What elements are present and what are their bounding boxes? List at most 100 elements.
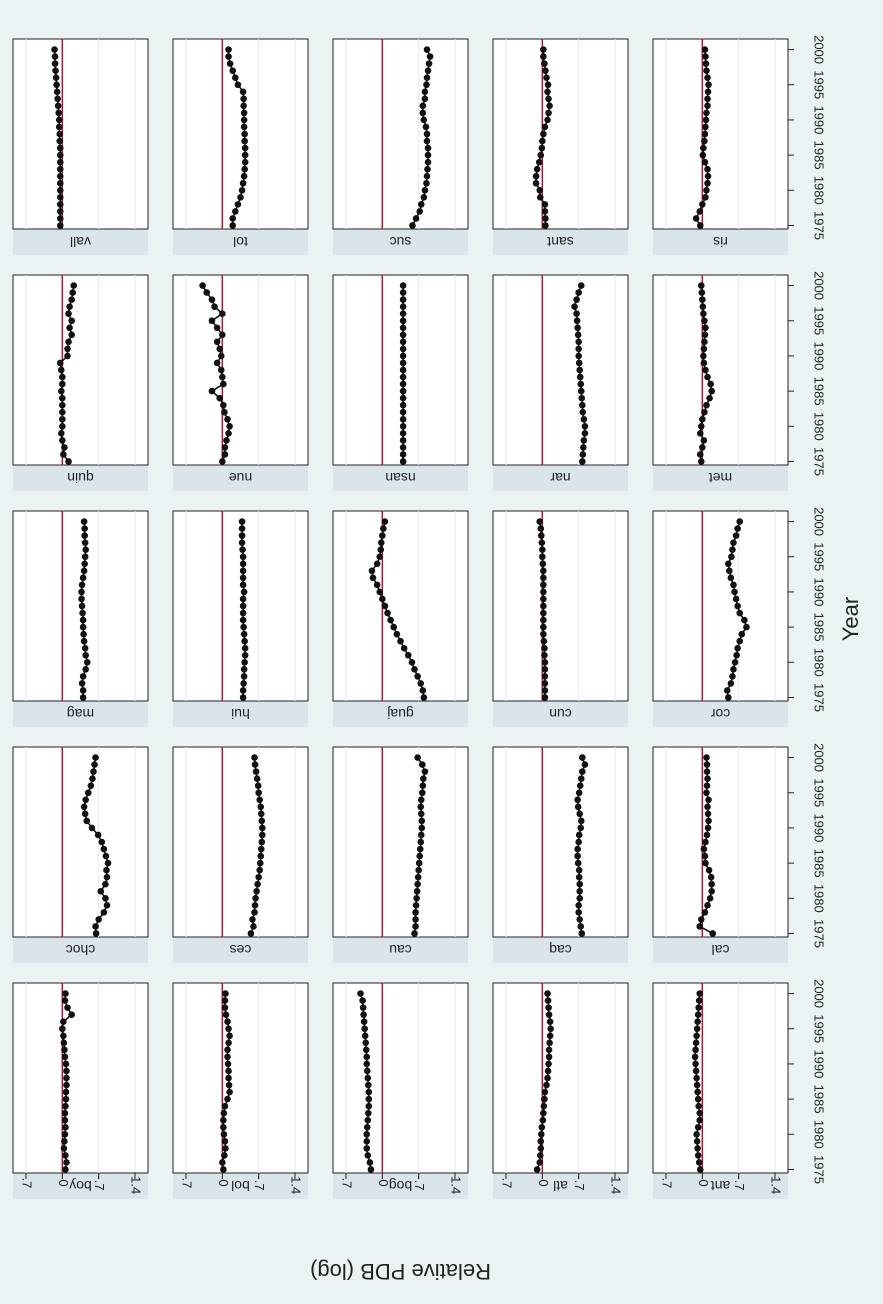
data-point [241, 637, 248, 645]
data-point [575, 289, 582, 296]
data-point [707, 380, 714, 388]
panel-met: met 1975 1980 1985 1990 1995 2000 [652, 271, 827, 491]
data-point [68, 1011, 75, 1018]
data-point [81, 525, 88, 532]
panel-title: sant [547, 234, 574, 250]
data-point [360, 1018, 368, 1026]
data-point [423, 179, 430, 187]
data-point [80, 630, 87, 638]
data-point [692, 1060, 699, 1068]
data-point [56, 222, 64, 229]
data-point [239, 553, 247, 561]
plot-area [332, 510, 469, 702]
data-point [692, 1046, 699, 1054]
data-point [56, 359, 64, 367]
data-point [89, 775, 96, 782]
data-point [578, 930, 586, 937]
data-point [700, 437, 708, 444]
data-point [94, 831, 102, 839]
data-point [241, 644, 249, 652]
panel-strip [13, 465, 148, 491]
data-point [423, 137, 431, 145]
data-point [543, 74, 550, 82]
data-point [257, 810, 265, 818]
data-point [701, 130, 709, 138]
data-point [541, 201, 549, 208]
plot-area [652, 746, 789, 938]
data-point [579, 408, 587, 416]
data-point [399, 437, 407, 444]
data-point [399, 415, 407, 423]
data-point [537, 1130, 545, 1138]
data-point [695, 1102, 702, 1110]
data-point [541, 680, 549, 687]
data-point [217, 352, 225, 360]
data-point [219, 458, 226, 465]
data-point [241, 165, 248, 173]
data-point [545, 1011, 553, 1018]
panel-choc: choc [12, 746, 149, 963]
plot-area [332, 746, 469, 938]
data-point [540, 574, 547, 582]
panel-nar: nar [492, 274, 629, 491]
data-point [65, 338, 72, 346]
year-tick-label: 1975 [812, 919, 827, 948]
data-point [363, 1123, 371, 1131]
data-point [538, 1123, 546, 1131]
data-point [379, 595, 386, 603]
panel-title: mag [67, 706, 94, 722]
data-point [62, 1102, 69, 1110]
data-point [734, 602, 741, 610]
data-point [581, 430, 589, 437]
panel-hui: hui [172, 510, 309, 727]
data-point [536, 1152, 544, 1159]
data-point [251, 909, 258, 916]
data-point [357, 990, 364, 997]
data-point [221, 997, 229, 1004]
data-point [95, 916, 102, 923]
data-point [411, 666, 418, 673]
panel-mag: mag [12, 510, 149, 727]
data-point [213, 359, 221, 367]
value-tick-label: -.7 [732, 1175, 747, 1190]
data-point [734, 644, 741, 652]
data-point [532, 172, 540, 180]
data-point [545, 1046, 553, 1054]
panel-title: tol [233, 234, 248, 250]
data-point [575, 831, 583, 839]
panel-title: suc [390, 234, 412, 250]
data-point [364, 1074, 372, 1082]
data-point [704, 373, 711, 381]
value-tick-label: -1.4 [449, 1172, 464, 1194]
data-point [221, 444, 229, 451]
data-point [83, 817, 91, 825]
data-point [699, 444, 706, 451]
data-point [574, 324, 581, 332]
data-point [423, 81, 430, 89]
data-point [701, 909, 709, 916]
data-point [694, 1095, 702, 1103]
y-axis-title: Relative PDB (log) [310, 1259, 491, 1284]
data-point [546, 1039, 553, 1047]
data-point [539, 1116, 547, 1124]
data-point [70, 282, 78, 289]
data-point [580, 415, 588, 423]
data-point [229, 222, 237, 229]
data-point [62, 1060, 70, 1068]
data-point [102, 880, 109, 888]
data-point [579, 451, 587, 458]
panel-title: cau [389, 942, 412, 958]
data-point [241, 158, 249, 166]
year-tick-label: 1985 [812, 849, 827, 878]
data-point [61, 1053, 69, 1061]
data-point [220, 1116, 227, 1124]
data-point [60, 1032, 67, 1040]
data-point [545, 1004, 552, 1011]
data-point [696, 222, 704, 229]
data-point [706, 394, 713, 402]
data-point [734, 525, 741, 532]
value-tick-label: .7 [20, 1178, 35, 1189]
data-point [225, 46, 232, 53]
plot-area [12, 274, 149, 466]
data-point [226, 1032, 233, 1040]
